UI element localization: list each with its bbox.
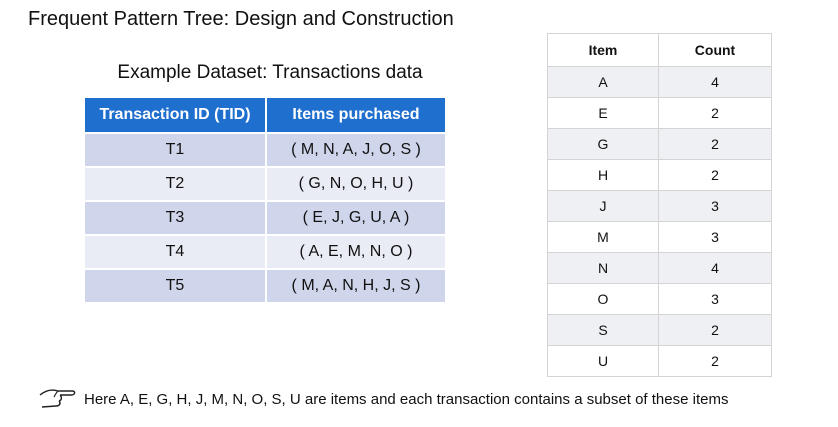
- table-cell: ( E, J, G, U, A ): [266, 200, 447, 235]
- table-row: T3( E, J, G, U, A ): [85, 200, 447, 235]
- table-cell: T2: [85, 166, 267, 201]
- slide-title: Frequent Pattern Tree: Design and Constr…: [28, 8, 454, 30]
- table-cell: ( M, A, N, H, J, S ): [266, 268, 447, 302]
- table-cell: E: [547, 97, 659, 129]
- table-cell: 3: [658, 283, 772, 315]
- table-row: T4( A, E, M, N, O ): [85, 234, 447, 269]
- table-cell: A: [547, 66, 659, 98]
- table-cell: ( M, N, A, J, O, S ): [266, 132, 447, 167]
- dataset-subtitle: Example Dataset: Transactions data: [117, 62, 423, 83]
- table-cell: 3: [658, 221, 772, 253]
- pointing-hand-icon: [39, 389, 76, 408]
- note-text: Here A, E, G, H, J, M, N, O, S, U are it…: [84, 390, 729, 408]
- table-cell: G: [547, 128, 659, 160]
- table-cell: 2: [658, 314, 772, 346]
- table-cell: 2: [658, 97, 772, 129]
- table-row: T5( M, A, N, H, J, S ): [85, 268, 447, 302]
- table-cell: M: [547, 221, 659, 253]
- table-cell: T4: [85, 234, 267, 269]
- table-cell: S: [547, 314, 659, 346]
- table-cell: T3: [85, 200, 267, 235]
- table-cell: T5: [85, 268, 267, 302]
- table-cell: J: [547, 190, 659, 222]
- column-header: Transaction ID (TID): [85, 98, 267, 133]
- table-cell: 4: [658, 66, 772, 98]
- column-header: Item: [547, 33, 659, 67]
- transactions-table: Transaction ID (TID) Items purchased T1(…: [85, 98, 447, 302]
- table-cell: H: [547, 159, 659, 191]
- table-cell: U: [547, 345, 659, 377]
- table-row: T2( G, N, O, H, U ): [85, 166, 447, 201]
- table-cell: N: [547, 252, 659, 284]
- table-cell: ( A, E, M, N, O ): [266, 234, 447, 269]
- table-cell: O: [547, 283, 659, 315]
- column-header: Count: [658, 33, 772, 67]
- table-cell: 2: [658, 345, 772, 377]
- column-header: Items purchased: [266, 98, 447, 133]
- table-cell: 2: [658, 159, 772, 191]
- table-cell: 4: [658, 252, 772, 284]
- table-cell: 2: [658, 128, 772, 160]
- table-cell: 3: [658, 190, 772, 222]
- note: Here A, E, G, H, J, M, N, O, S, U are it…: [38, 387, 728, 411]
- table-cell: ( G, N, O, H, U ): [266, 166, 447, 201]
- table-cell: T1: [85, 132, 267, 167]
- table-row: T1( M, N, A, J, O, S ): [85, 132, 447, 167]
- table-header-row: Transaction ID (TID) Items purchased: [85, 98, 447, 133]
- table-header-row: Item Count: [547, 33, 772, 67]
